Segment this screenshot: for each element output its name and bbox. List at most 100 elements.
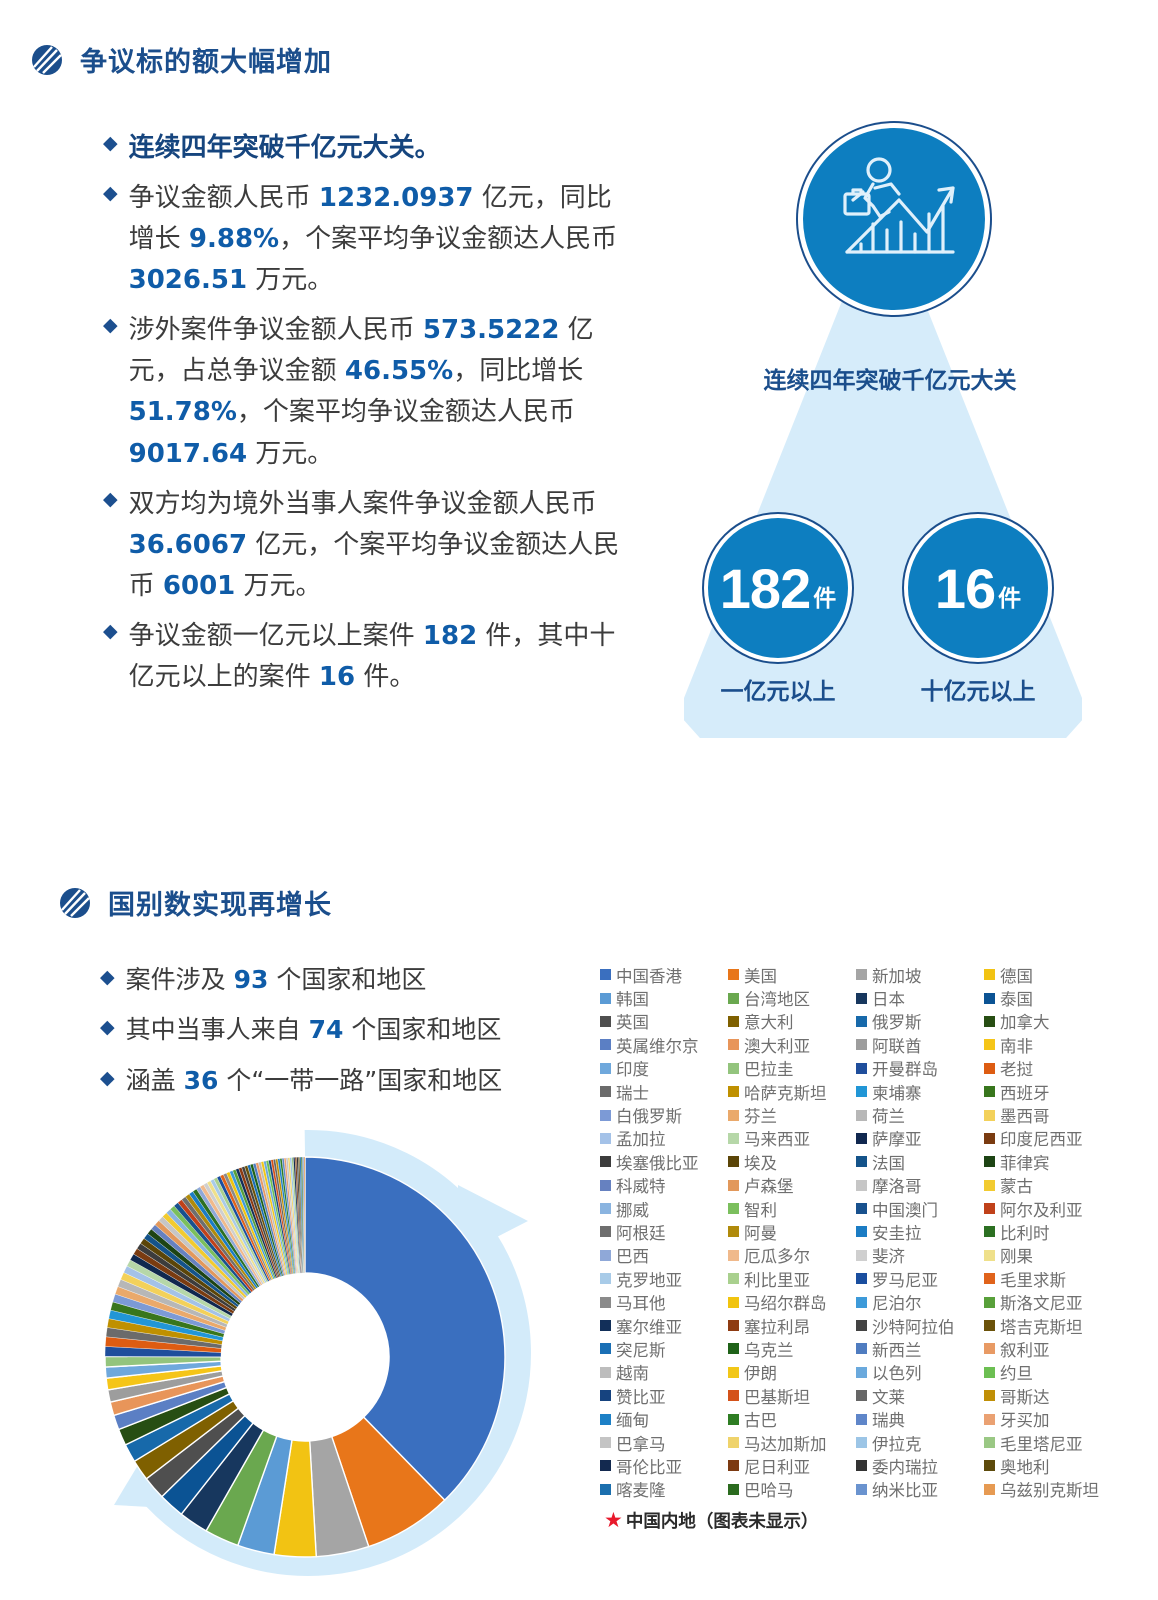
section-2-heading: 国别数实现再增长 bbox=[58, 883, 332, 922]
legend-item: 德国 bbox=[984, 963, 1124, 986]
legend-label: 牙买加 bbox=[1000, 1411, 1050, 1431]
legend-swatch bbox=[728, 1179, 739, 1191]
legend-item: 纳米比亚 bbox=[856, 1478, 984, 1501]
legend-item: 伊朗 bbox=[728, 1361, 856, 1384]
bullet-text: 涉外案件争议金额人民币 573.5222 亿元，占总争议金额 46.55%，同比… bbox=[128, 315, 594, 469]
diamond-bullet-icon: ◆ bbox=[103, 488, 118, 510]
legend-item: 马绍尔群岛 bbox=[728, 1290, 856, 1313]
legend-item: 巴拿马 bbox=[600, 1431, 728, 1454]
legend-swatch bbox=[600, 992, 611, 1004]
section-1-bullet-list: ◆ 连续四年突破千亿元大关。 ◆ 争议金额人民币 1232.0937 亿元，同比… bbox=[103, 128, 633, 707]
legend-item: 中国香港 bbox=[600, 963, 728, 986]
donut-slices bbox=[104, 1156, 506, 1558]
legend-item: 卢森堡 bbox=[728, 1174, 856, 1197]
legend-footnote-text: 中国内地（图表未显示） bbox=[625, 1511, 819, 1532]
stat-value: 16 bbox=[934, 556, 996, 620]
legend-label: 台湾地区 bbox=[744, 990, 810, 1010]
legend-label: 缅甸 bbox=[616, 1411, 649, 1431]
legend-label: 中国香港 bbox=[616, 966, 682, 986]
legend-item: 尼日利亚 bbox=[728, 1454, 856, 1477]
legend-swatch bbox=[728, 1249, 739, 1261]
legend-item: 英国 bbox=[600, 1010, 728, 1033]
legend-item: 文莱 bbox=[856, 1384, 984, 1407]
legend-label: 墨西哥 bbox=[1000, 1107, 1050, 1127]
legend-label: 阿曼 bbox=[744, 1224, 777, 1243]
legend-item: 喀麦隆 bbox=[600, 1478, 728, 1501]
diamond-bullet-icon: ◆ bbox=[103, 315, 118, 337]
running-man-bar-chart-icon bbox=[843, 157, 955, 254]
legend-item: 瑞典 bbox=[856, 1407, 984, 1430]
legend-swatch bbox=[984, 1179, 995, 1191]
list-item: ◆ 连续四年突破千亿元大关。 bbox=[103, 128, 633, 169]
legend-item: 荷兰 bbox=[856, 1103, 984, 1126]
legend-label: 加拿大 bbox=[1000, 1013, 1050, 1033]
legend-swatch bbox=[728, 1203, 739, 1215]
list-item: ◆ 涉外案件争议金额人民币 573.5222 亿元，占总争议金额 46.55%，… bbox=[103, 310, 633, 474]
legend-label: 乌兹别克斯坦 bbox=[1000, 1481, 1099, 1501]
legend-item: 白俄罗斯 bbox=[600, 1103, 728, 1126]
legend-label: 毛里求斯 bbox=[1000, 1270, 1066, 1290]
legend-item: 摩洛哥 bbox=[856, 1174, 984, 1197]
legend-item: 尼泊尔 bbox=[856, 1290, 984, 1313]
legend-swatch bbox=[728, 1413, 739, 1425]
legend-item: 法国 bbox=[856, 1150, 984, 1173]
legend-item: 芬兰 bbox=[728, 1103, 856, 1126]
legend-item: 科威特 bbox=[600, 1174, 728, 1197]
legend-item: 以色列 bbox=[856, 1361, 984, 1384]
legend-label: 荷兰 bbox=[872, 1107, 905, 1127]
legend-item: 马达加斯加 bbox=[728, 1431, 856, 1454]
bullet-text: 涵盖 36 个“一带一路”国家和地区 bbox=[125, 1065, 503, 1095]
stat-over-1-billion: 16 件 十亿元以上 bbox=[908, 518, 1060, 706]
legend-item: 台湾地区 bbox=[728, 986, 856, 1009]
legend-label: 英国 bbox=[616, 1013, 649, 1033]
legend-label: 沙特阿拉伯 bbox=[872, 1317, 955, 1337]
legend-item: 中国澳门 bbox=[856, 1197, 984, 1220]
stat-unit: 件 bbox=[813, 585, 837, 611]
legend-item: 乌兹别克斯坦 bbox=[984, 1478, 1124, 1501]
legend-label: 文莱 bbox=[872, 1387, 905, 1407]
legend-label: 卢森堡 bbox=[744, 1177, 794, 1197]
legend-swatch bbox=[728, 1343, 739, 1355]
legend-label: 约旦 bbox=[1000, 1364, 1033, 1384]
legend-swatch bbox=[984, 1483, 995, 1495]
legend-label: 韩国 bbox=[616, 990, 649, 1010]
legend-item: 哥斯达 bbox=[984, 1384, 1124, 1407]
legend-label: 突尼斯 bbox=[616, 1340, 666, 1360]
legend-item: 古巴 bbox=[728, 1407, 856, 1430]
legend-swatch bbox=[728, 1390, 739, 1402]
list-item: ◆ 争议金额人民币 1232.0937 亿元，同比增长 9.88%，个案平均争议… bbox=[103, 178, 633, 301]
legend-label: 哥斯达 bbox=[1000, 1387, 1050, 1407]
legend-swatch bbox=[600, 1156, 611, 1168]
legend-label: 马来西亚 bbox=[744, 1130, 810, 1150]
legend-swatch bbox=[600, 1296, 611, 1308]
legend-swatch bbox=[728, 1437, 739, 1448]
legend-label: 越南 bbox=[616, 1364, 649, 1384]
legend-label: 毛里塔尼亚 bbox=[1000, 1434, 1083, 1454]
legend-item: 老挝 bbox=[984, 1057, 1124, 1080]
legend-label: 中国澳门 bbox=[872, 1200, 938, 1220]
legend-label: 伊拉克 bbox=[872, 1434, 922, 1454]
legend-swatch bbox=[856, 1015, 867, 1027]
legend-swatch bbox=[600, 1343, 611, 1355]
legend-label: 新西兰 bbox=[872, 1340, 922, 1360]
legend-swatch bbox=[600, 1273, 611, 1285]
legend-label: 科威特 bbox=[616, 1177, 666, 1197]
chart-legend: 中国香港 美国 新加坡 德国 韩国 台湾地区 日本 泰国 英国 意大利 俄罗斯 加拿大 英属维尔京 澳大利… bbox=[600, 963, 1152, 1533]
legend-swatch bbox=[856, 1179, 867, 1191]
legend-swatch bbox=[600, 1366, 611, 1378]
legend-swatch bbox=[984, 1320, 995, 1332]
legend-label: 刚果 bbox=[1000, 1247, 1033, 1267]
legend-item: 美国 bbox=[728, 963, 856, 986]
legend-swatch bbox=[984, 1390, 995, 1402]
cietac-globe-icon bbox=[30, 43, 64, 77]
legend-label: 智利 bbox=[744, 1200, 777, 1220]
legend-item: 阿尔及利亚 bbox=[984, 1197, 1124, 1220]
legend-swatch bbox=[856, 1390, 867, 1402]
bullet-text: 双方均为境外当事人案件争议金额人民币 36.6067 亿元，个案平均争议金额达人… bbox=[128, 488, 620, 601]
legend-label: 西班牙 bbox=[1000, 1083, 1050, 1103]
legend-swatch bbox=[856, 1437, 867, 1448]
legend-item: 刚果 bbox=[984, 1244, 1124, 1267]
legend-label: 马达加斯加 bbox=[744, 1434, 827, 1454]
legend-swatch bbox=[856, 1320, 867, 1332]
legend-swatch bbox=[856, 1273, 867, 1285]
